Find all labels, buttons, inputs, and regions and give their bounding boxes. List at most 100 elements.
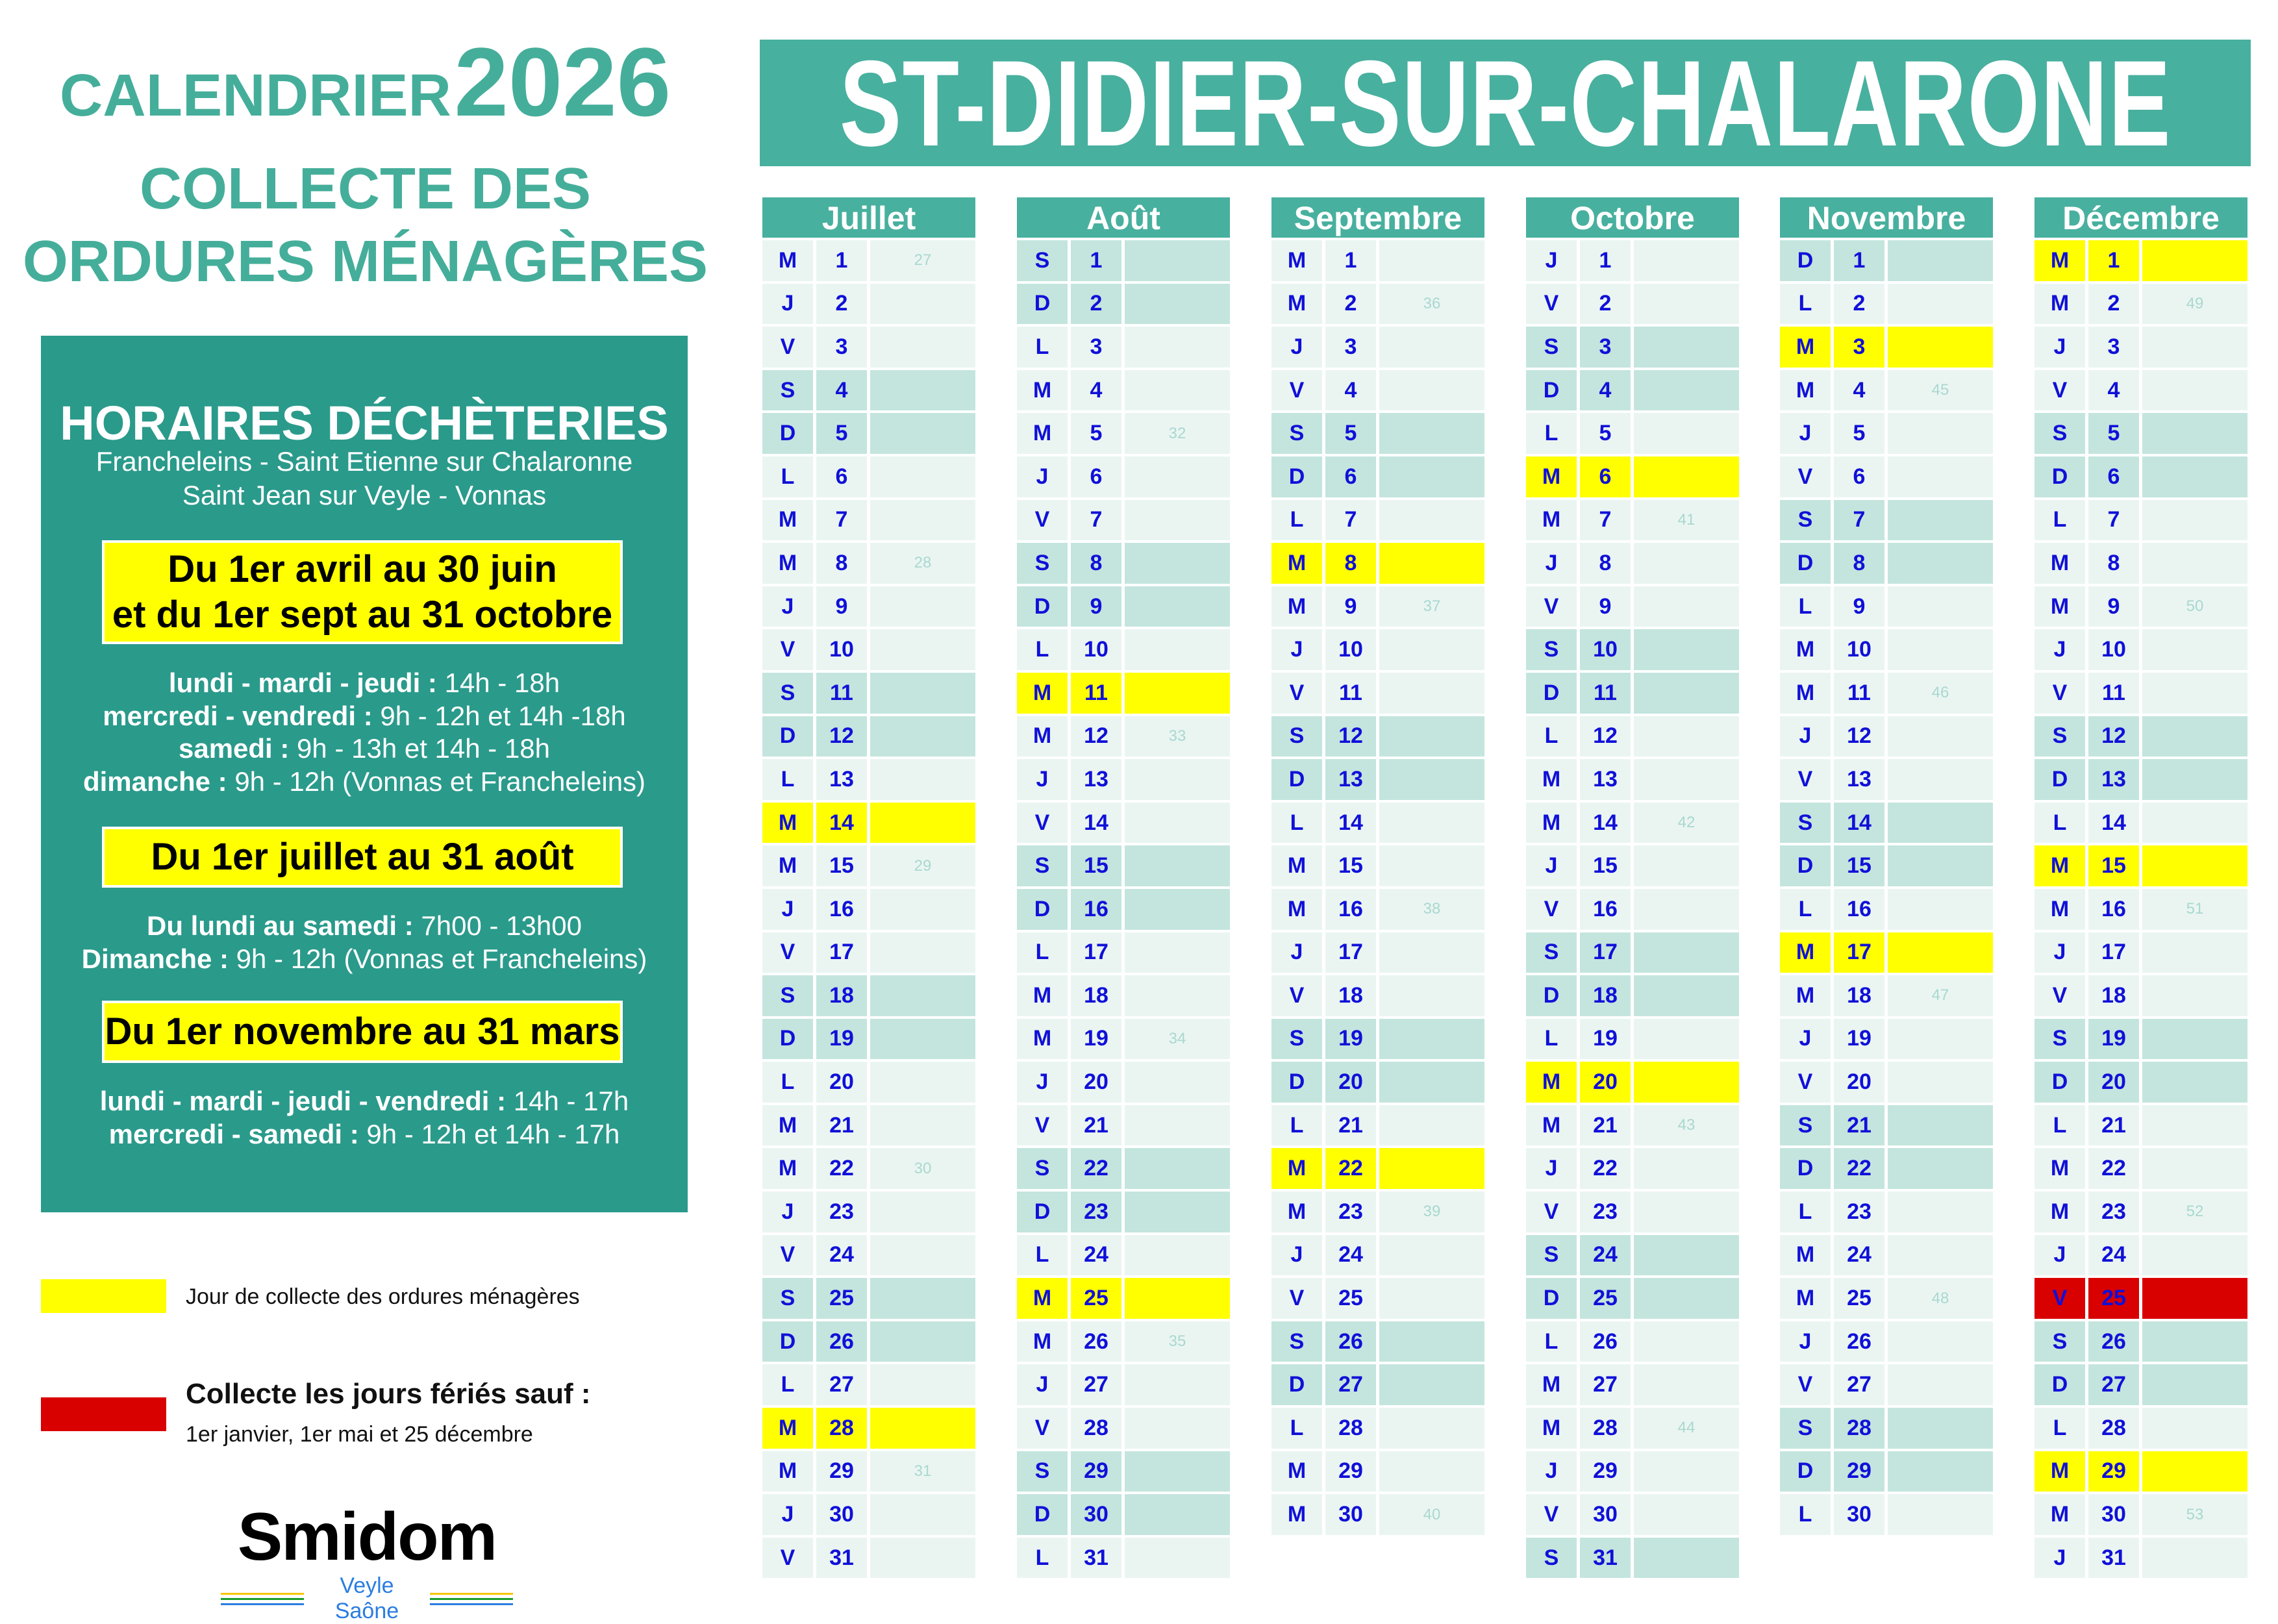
day-number: 20	[1071, 1062, 1121, 1103]
week-number	[2142, 845, 2247, 886]
week-number	[1125, 240, 1230, 281]
weekday-letter: D	[1780, 1451, 1831, 1492]
holiday-legend-detail: 1er janvier, 1er mai et 25 décembre	[186, 1422, 533, 1447]
day-row: L 30	[1780, 1494, 1993, 1535]
period-1-title: Du 1er avril au 30 juin et du 1er sept a…	[102, 540, 623, 644]
week-number	[1888, 1321, 1993, 1362]
day-number: 8	[2088, 543, 2139, 584]
weekday-letter: L	[1017, 1537, 1068, 1579]
week-number: 52	[2142, 1192, 2247, 1232]
period-2-title: Du 1er juillet au 31 août	[102, 827, 623, 888]
weekday-letter: D	[2034, 1364, 2085, 1406]
week-number	[1379, 802, 1484, 843]
weekday-letter: S	[1526, 932, 1577, 973]
day-number: 21	[2088, 1105, 2139, 1146]
day-number: 19	[1834, 1018, 1884, 1060]
weekday-letter: M	[762, 1105, 813, 1146]
day-row: L 21	[1271, 1105, 1484, 1146]
day-number: 1	[816, 240, 867, 281]
weekday-letter: S	[762, 975, 813, 1016]
week-number	[1379, 1278, 1484, 1319]
weekday-letter: D	[1017, 888, 1068, 930]
week-number	[1125, 586, 1230, 627]
day-number: 21	[816, 1105, 867, 1146]
week-number: 46	[1888, 672, 1993, 714]
day-number: 23	[1580, 1192, 1631, 1232]
weekday-letter: M	[2034, 1148, 2085, 1190]
day-row: M 20	[1526, 1062, 1739, 1103]
day-number: 7	[2088, 499, 2139, 541]
day-row: V 21	[1017, 1105, 1230, 1146]
month-header: Août	[1017, 197, 1230, 238]
week-number	[1379, 240, 1484, 281]
weekday-letter: V	[1271, 975, 1322, 1016]
day-number: 25	[1071, 1278, 1121, 1319]
day-number: 6	[2088, 456, 2139, 497]
day-row: J 29	[1526, 1451, 1739, 1492]
weekday-letter: D	[1017, 586, 1068, 627]
week-number: 38	[1379, 888, 1484, 930]
day-row: L 12	[1526, 716, 1739, 757]
weekday-letter: L	[2034, 1105, 2085, 1146]
weekday-letter: M	[1017, 413, 1068, 454]
day-row: L 10	[1017, 629, 1230, 670]
weekday-letter: D	[1780, 543, 1831, 584]
day-row: M 22	[2034, 1148, 2247, 1190]
week-number	[1125, 672, 1230, 714]
day-number: 3	[1071, 327, 1121, 368]
day-number: 12	[1325, 716, 1376, 757]
weekday-letter: D	[1526, 1278, 1577, 1319]
week-number: 40	[1379, 1494, 1484, 1535]
weekday-letter: L	[1271, 802, 1322, 843]
week-number	[1888, 716, 1993, 757]
month-0: Juillet M 1 27 J 2 V 3 S 4 D 5 L 6 M 7 M 8 28 J 9 V 10 S 11 D 12 L 1…	[762, 197, 975, 1580]
week-number	[1634, 283, 1739, 325]
day-number: 24	[1834, 1234, 1884, 1276]
day-row: S 17	[1526, 932, 1739, 973]
day-row: M 9 37	[1271, 586, 1484, 627]
day-row: J 24	[2034, 1234, 2247, 1276]
weekday-letter: L	[762, 1364, 813, 1406]
week-number: 32	[1125, 413, 1230, 454]
day-number: 30	[1580, 1494, 1631, 1535]
day-row: M 7 41	[1526, 499, 1739, 541]
week-number	[1125, 327, 1230, 368]
day-number: 9	[1580, 586, 1631, 627]
day-row: D 12	[762, 716, 975, 757]
day-number: 4	[816, 369, 867, 411]
week-number	[1379, 456, 1484, 497]
weekday-letter: M	[1271, 543, 1322, 584]
weekday-letter: V	[762, 327, 813, 368]
day-number: 25	[1834, 1278, 1884, 1319]
day-row: M 19 34	[1017, 1018, 1230, 1060]
weekday-letter: D	[1017, 1192, 1068, 1232]
week-number	[1634, 456, 1739, 497]
day-number: 29	[1580, 1451, 1631, 1492]
weekday-letter: J	[1526, 240, 1577, 281]
week-number	[1634, 1148, 1739, 1190]
recycling-center-hours-panel: HORAIRES DÉCHÈTERIES Francheleins - Sain…	[41, 336, 688, 1212]
day-number: 7	[816, 499, 867, 541]
day-number: 1	[1071, 240, 1121, 281]
weekday-letter: L	[1017, 1234, 1068, 1276]
day-number: 12	[1834, 716, 1884, 757]
day-number: 9	[1325, 586, 1376, 627]
day-row: S 29	[1017, 1451, 1230, 1492]
day-row: S 31	[1526, 1537, 1739, 1579]
week-number	[1634, 672, 1739, 714]
day-number: 13	[1580, 759, 1631, 800]
weekday-letter: M	[1526, 759, 1577, 800]
weekday-letter: D	[1526, 672, 1577, 714]
day-row: M 21 43	[1526, 1105, 1739, 1146]
day-number: 16	[1834, 888, 1884, 930]
week-number	[1634, 1451, 1739, 1492]
week-number	[1634, 1062, 1739, 1103]
day-number: 8	[1834, 543, 1884, 584]
week-number	[1379, 1364, 1484, 1406]
day-row: V 11	[1271, 672, 1484, 714]
